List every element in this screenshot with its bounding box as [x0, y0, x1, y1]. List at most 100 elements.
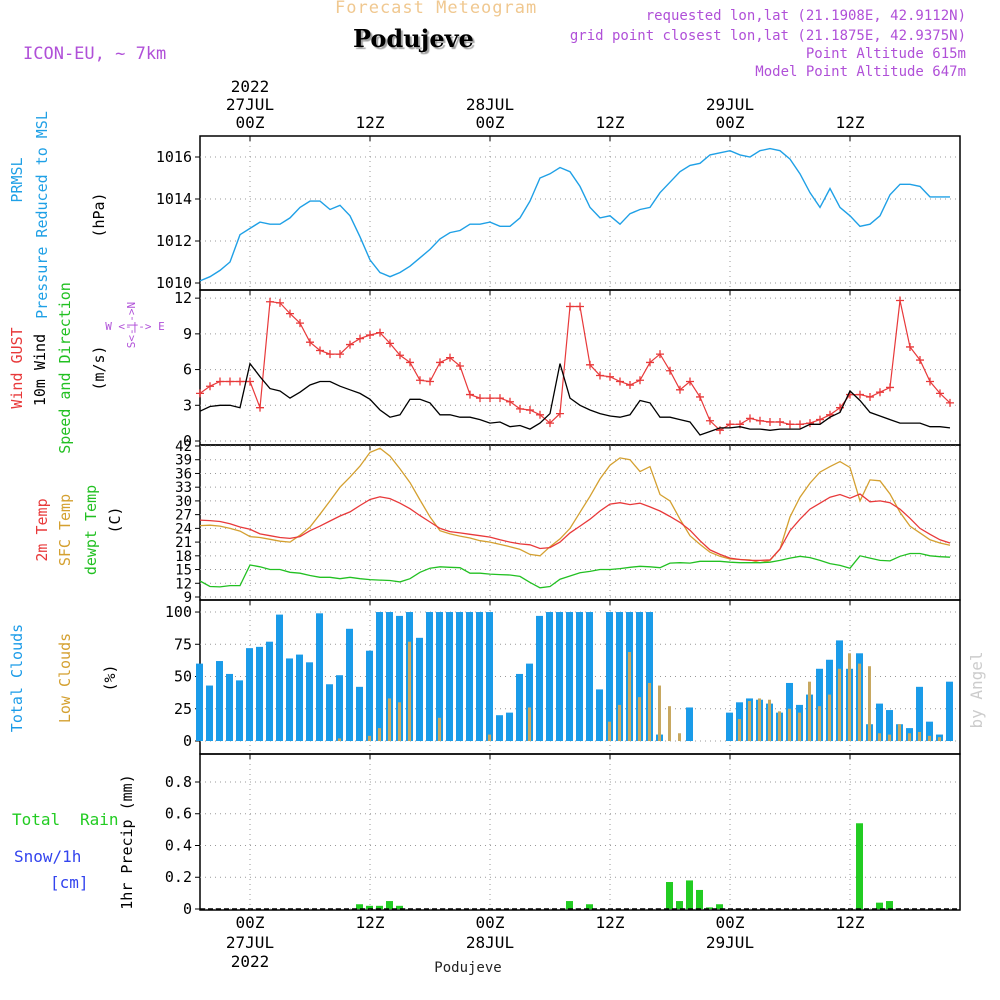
gust-marker: [916, 356, 924, 365]
total-cloud-bar: [916, 686, 923, 741]
gust-marker: [606, 372, 614, 381]
temp-unit-label: (C): [106, 506, 124, 533]
gust-marker: [236, 377, 244, 386]
total-cloud-bar: [356, 686, 363, 741]
gust-marker: [506, 397, 514, 406]
snow-unit-label: [cm]: [50, 873, 89, 892]
total-cloud-bar: [376, 612, 383, 741]
gust-marker: [466, 390, 474, 399]
top-time-label: 12Z: [836, 113, 865, 132]
total-cloud-bar: [946, 681, 953, 741]
dewpoint-line: [199, 552, 951, 589]
snow-label: Snow/1h: [14, 847, 81, 866]
gust-marker: [446, 353, 454, 362]
bottom-year-label: 2022: [231, 952, 270, 971]
total-cloud-bar: [526, 663, 533, 741]
low-cloud-bar: [658, 685, 661, 741]
top-title: Forecast Meteogram: [335, 0, 538, 18]
total-cloud-bar: [886, 710, 893, 741]
bottom-day-label: 28JUL: [466, 933, 514, 952]
gust-marker: [336, 350, 344, 359]
gust-marker: [456, 362, 464, 370]
top-day-label: 28JUL: [466, 95, 514, 114]
total-cloud-bar: [426, 612, 433, 741]
total-cloud-bar: [316, 613, 323, 741]
gust-marker: [766, 417, 774, 426]
total-cloud-bar: [296, 654, 303, 741]
gust-marker: [656, 350, 664, 359]
total-label: Total: [12, 810, 60, 829]
precip-axis-label: 1hr Precip (mm): [118, 774, 136, 909]
gust-marker: [936, 389, 944, 398]
total-cloud-bar: [396, 615, 403, 741]
gust-marker: [426, 377, 434, 386]
bottom-time-label: 00Z: [236, 913, 265, 932]
gust-marker: [746, 414, 754, 423]
total-cloud-bar: [596, 689, 603, 741]
total-cloud-bar: [486, 612, 493, 741]
low-cloud-bar: [408, 641, 411, 741]
gust-marker: [776, 417, 784, 426]
y-tick-label: 0.8: [165, 773, 192, 791]
gust-marker: [266, 297, 274, 306]
low-cloud-bar: [828, 694, 831, 741]
gust-marker: [946, 398, 954, 407]
total-cloud-bar: [206, 685, 213, 741]
gust-marker: [366, 331, 374, 340]
requested-coords: requested lon,lat (21.1908E, 42.9112N): [645, 8, 966, 24]
total-cloud-bar: [506, 712, 513, 741]
gust-marker: [536, 410, 544, 419]
y-tick-label: 30: [175, 494, 192, 510]
gust-marker: [676, 385, 684, 394]
low-cloud-bar: [768, 699, 771, 741]
gust-marker: [296, 319, 304, 328]
low-cloud-bar: [878, 733, 881, 741]
y-tick-label: 9: [183, 325, 192, 343]
low-cloud-bar: [848, 653, 851, 741]
total-cloud-bar: [536, 615, 543, 741]
prmsl-label: PRMSL: [8, 157, 26, 202]
y-tick-label: 6: [183, 361, 192, 379]
gust-marker: [706, 416, 714, 425]
total-cloud-bar: [586, 612, 593, 741]
y-tick-label: 1016: [156, 148, 192, 166]
low-cloud-bar: [868, 666, 871, 741]
gust-marker: [756, 416, 764, 425]
point-altitude: Point Altitude 615m: [805, 46, 966, 62]
gust-marker: [406, 358, 414, 367]
y-tick-label: 42: [175, 439, 192, 455]
bottom-day-label: 27JUL: [226, 933, 274, 952]
top-time-label: 12Z: [596, 113, 625, 132]
total-cloud-bar: [306, 662, 313, 741]
bottom-time-label: 12Z: [596, 913, 625, 932]
y-tick-label: 12: [174, 289, 192, 307]
sfc-temp-label: SFC Temp: [56, 494, 74, 566]
gust-marker: [206, 382, 214, 391]
low-cloud-bar: [818, 706, 821, 741]
low-cloud-bar: [678, 733, 681, 741]
total-cloud-bar: [476, 612, 483, 741]
footer-location: Podujeve: [434, 960, 501, 976]
total-cloud-bar: [556, 612, 563, 741]
gust-marker: [876, 388, 884, 397]
top-year-label: 2022: [231, 77, 270, 96]
gust-marker: [276, 298, 284, 307]
gust-marker: [356, 334, 364, 343]
gust-marker: [316, 346, 324, 355]
top-time-label: 00Z: [476, 113, 505, 132]
y-tick-label: 24: [175, 521, 192, 537]
bottom-time-label: 00Z: [716, 913, 745, 932]
low-cloud-bar: [808, 681, 811, 741]
total-cloud-bar: [686, 707, 693, 741]
y-tick-label: 1012: [156, 232, 192, 250]
temp-2m-line: [199, 493, 951, 562]
total-cloud-bar: [236, 680, 243, 741]
gust-marker: [396, 351, 404, 360]
compass-we-label: W <-|-> E: [105, 320, 165, 333]
y-tick-label: 12: [175, 576, 192, 592]
y-tick-label: 75: [174, 635, 192, 653]
total-clouds-label: Total Clouds: [8, 624, 26, 732]
rain-bar: [386, 901, 393, 909]
gust-marker: [686, 377, 694, 386]
